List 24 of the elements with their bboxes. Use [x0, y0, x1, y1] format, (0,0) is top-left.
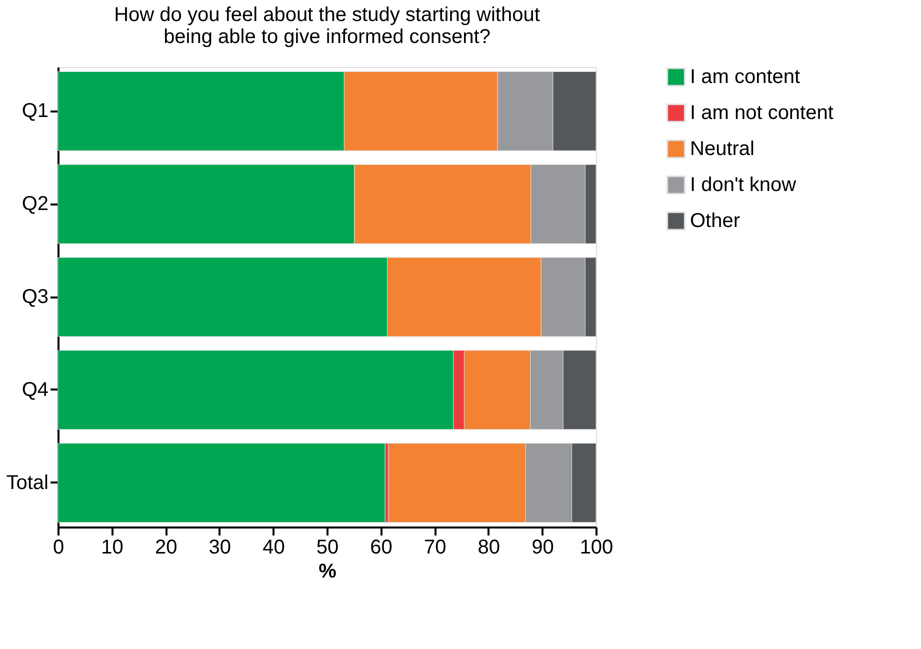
legend-label: Other	[690, 210, 740, 232]
legend-label: I don't know	[690, 174, 797, 196]
x-tick-label: 20	[154, 536, 178, 558]
x-tick-label: 10	[101, 536, 124, 558]
y-tick-label: Q1	[22, 100, 48, 122]
x-tick-label: 0	[52, 536, 64, 558]
y-tick-label: Q2	[22, 193, 48, 216]
x-tick-label: 90	[532, 536, 554, 558]
y-tick-label: Q3	[22, 286, 48, 308]
legend-label: I am not content	[690, 102, 834, 124]
y-tick-label: Q4	[22, 378, 48, 401]
x-tick-label: 40	[262, 536, 285, 558]
x-tick-label: 30	[208, 536, 232, 558]
legend-label: I am content	[690, 66, 800, 88]
x-tick-label: 50	[316, 536, 339, 558]
legend-label: Neutral	[690, 138, 754, 160]
x-tick-label: 100	[580, 536, 614, 558]
x-tick-label: 80	[478, 536, 500, 558]
y-tick-label: Total	[6, 472, 48, 494]
x-axis-title: %	[318, 560, 337, 582]
x-tick-label: 70	[424, 536, 446, 558]
text: How do you feel about the study starting without	[114, 4, 540, 26]
x-tick-label: 60	[370, 536, 392, 558]
text: being able to give informed consent?	[164, 26, 490, 48]
